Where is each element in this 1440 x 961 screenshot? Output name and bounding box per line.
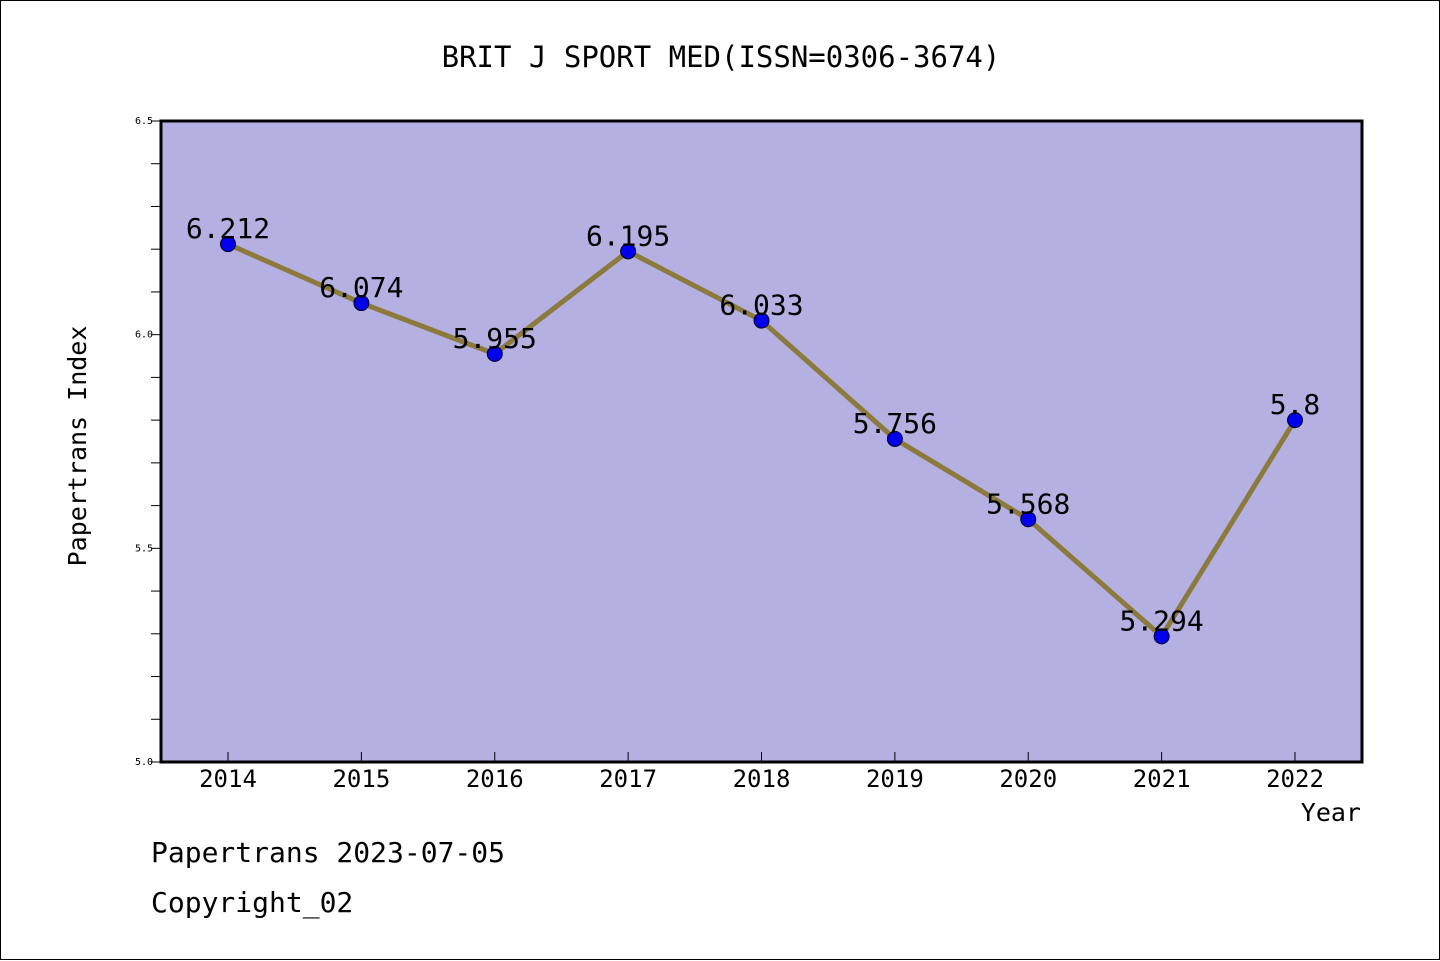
data-label: 5.955 xyxy=(453,322,537,355)
data-point xyxy=(1153,628,1170,645)
data-label: 5.294 xyxy=(1119,604,1203,637)
y-tick-label: 5.0 xyxy=(135,757,153,768)
data-label: 6.212 xyxy=(186,212,270,245)
data-label: 6.033 xyxy=(719,289,803,322)
chart-title: BRIT J SPORT MED(ISSN=0306-3674) xyxy=(442,40,1001,74)
data-point xyxy=(1020,511,1037,528)
x-tick-label: 2019 xyxy=(866,765,924,793)
x-axis: 2014 2015 2016 2017 2018 2019 2020 2021 2022 xyxy=(199,752,1324,793)
y-axis: 5.0 5.5 6.0 6.5 xyxy=(135,116,161,768)
data-point xyxy=(620,243,637,260)
x-tick-label: 2018 xyxy=(733,765,791,793)
x-tick-label: 2014 xyxy=(199,765,257,793)
x-tick-label: 2016 xyxy=(466,765,524,793)
x-tick-label: 2017 xyxy=(599,765,657,793)
data-points xyxy=(220,236,1303,645)
data-point xyxy=(220,236,236,253)
data-label: 6.195 xyxy=(586,219,670,252)
y-axis-label: Papertrans Index xyxy=(63,326,92,567)
data-labels: 6.212 6.074 5.955 6.195 6.033 5.756 5.568 5.294… xyxy=(186,212,1320,637)
footer-copyright: Copyright_02 xyxy=(151,886,354,919)
plot-area xyxy=(159,119,1364,764)
y-tick-label: 6.5 xyxy=(135,116,153,127)
data-point xyxy=(753,312,770,329)
data-label: 5.8 xyxy=(1270,388,1321,421)
y-tick-label: 6.0 xyxy=(135,330,153,341)
x-tick-label: 2021 xyxy=(1133,765,1191,793)
data-point xyxy=(1287,412,1303,429)
data-label: 5.756 xyxy=(853,407,937,440)
data-point xyxy=(886,430,903,447)
x-tick-label: 2015 xyxy=(332,765,390,793)
x-axis-label: Year xyxy=(1301,798,1361,827)
data-label: 5.568 xyxy=(986,487,1070,520)
data-point xyxy=(353,295,370,312)
x-tick-label: 2022 xyxy=(1266,765,1324,793)
data-point xyxy=(486,345,503,362)
data-label: 6.074 xyxy=(319,271,403,304)
y-tick-label: 5.5 xyxy=(135,543,153,554)
x-tick-label: 2020 xyxy=(999,765,1057,793)
footer-date: Papertrans 2023-07-05 xyxy=(151,836,506,869)
